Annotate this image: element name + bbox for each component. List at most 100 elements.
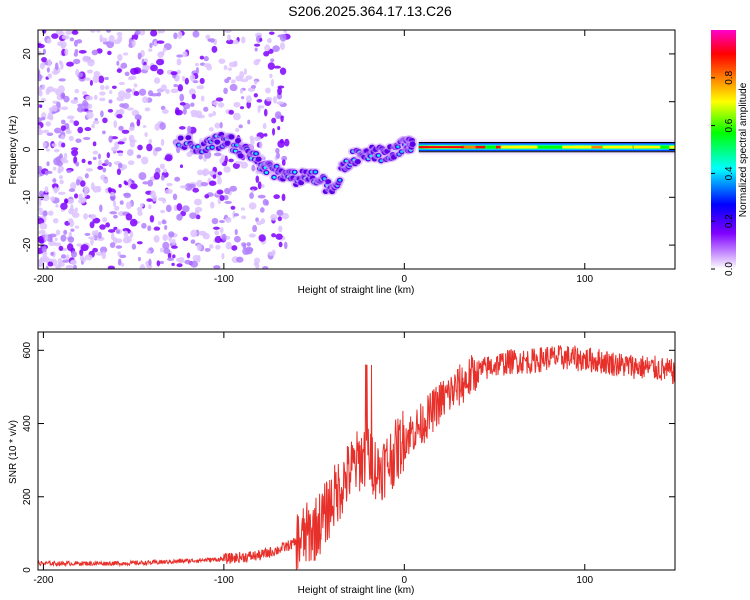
noise-blob <box>58 175 64 180</box>
noise-blob <box>99 224 106 230</box>
noise-blob <box>41 246 47 253</box>
trace-core <box>264 171 269 174</box>
noise-blob <box>45 148 51 152</box>
noise-blob <box>45 88 50 95</box>
noise-blob <box>39 62 45 70</box>
noise-blob <box>78 193 83 201</box>
noise-blob <box>66 61 74 67</box>
noise-blob <box>177 31 183 39</box>
noise-blob <box>176 54 184 58</box>
noise-blob <box>99 84 105 91</box>
noise-blob <box>196 85 205 90</box>
trace-core <box>376 154 381 157</box>
noise-blob <box>160 84 167 92</box>
noise-blob <box>70 204 74 212</box>
noise-blob <box>106 152 111 159</box>
noise-blob <box>176 203 183 211</box>
noise-blob <box>156 260 161 267</box>
noise-blob <box>265 96 273 102</box>
noise-blob <box>261 184 265 188</box>
noise-blob <box>89 30 96 33</box>
spectrogram-y-tick-label: 0 <box>22 146 33 152</box>
noise-blob <box>146 264 153 269</box>
noise-blob <box>233 101 241 108</box>
noise-blob <box>109 242 116 248</box>
noise-blob <box>200 181 209 187</box>
noise-blob <box>97 153 102 160</box>
noise-blob <box>85 168 94 172</box>
noise-blob <box>181 75 186 82</box>
noise-blob <box>50 251 54 256</box>
noise-blob <box>262 198 268 206</box>
noise-blob <box>38 73 42 82</box>
spectrogram-y-tick-label: -10 <box>22 190 33 205</box>
noise-blob <box>242 247 250 256</box>
noise-blob <box>224 30 232 34</box>
trace-blob <box>214 139 221 145</box>
noise-blob <box>77 103 85 108</box>
noise-blob <box>256 99 263 103</box>
noise-blob <box>92 141 97 147</box>
noise-blob <box>179 102 186 106</box>
noise-blob <box>211 217 219 225</box>
noise-blob <box>191 113 198 118</box>
noise-blob <box>67 236 75 243</box>
noise-blob <box>117 54 123 61</box>
noise-blob <box>232 162 240 169</box>
noise-blob <box>182 205 190 213</box>
noise-blob <box>113 226 118 231</box>
noise-blob <box>81 91 87 96</box>
noise-blob <box>175 109 183 116</box>
noise-blob <box>69 119 75 124</box>
noise-blob <box>274 111 282 120</box>
noise-blob <box>275 147 280 154</box>
noise-blob <box>117 152 124 157</box>
noise-blob <box>186 125 192 134</box>
noise-blob <box>83 213 89 220</box>
noise-blob <box>109 211 118 215</box>
noise-blob <box>162 241 170 250</box>
noise-blob <box>38 173 41 178</box>
noise-blob <box>231 245 238 251</box>
noise-blob <box>115 238 123 244</box>
noise-blob <box>113 214 118 219</box>
noise-blob <box>41 57 47 63</box>
noise-blob <box>208 127 214 132</box>
noise-blob <box>188 183 196 189</box>
noise-blob <box>195 66 199 75</box>
noise-blob <box>58 78 66 82</box>
noise-blob <box>167 252 172 260</box>
noise-blob <box>254 257 261 264</box>
noise-blob <box>53 157 61 166</box>
noise-blob <box>160 209 166 214</box>
noise-blob <box>219 226 224 234</box>
noise-blob <box>281 155 288 161</box>
spectrogram-x-label: Height of straight line (km) <box>298 285 415 296</box>
colorbar-label: Normalized spectral amplitude <box>738 82 749 217</box>
noise-blob <box>259 207 265 213</box>
noise-blob <box>213 265 221 269</box>
noise-blob <box>38 117 42 123</box>
noise-blob <box>165 204 172 213</box>
noise-blob <box>197 254 201 263</box>
noise-blob <box>171 238 176 246</box>
noise-blob <box>106 40 115 49</box>
noise-blob <box>233 235 241 243</box>
noise-blob <box>139 264 146 269</box>
noise-blob <box>263 51 270 57</box>
noise-blob <box>128 126 135 132</box>
noise-blob <box>159 247 164 253</box>
noise-blob <box>125 213 133 221</box>
noise-blob <box>127 148 134 156</box>
noise-blob <box>190 239 196 244</box>
noise-blob <box>60 254 67 259</box>
noise-blob <box>193 198 202 206</box>
noise-blob <box>51 33 59 39</box>
noise-blob <box>267 62 275 70</box>
snr-y-label: SNR (10 * v/v) <box>8 420 19 484</box>
noise-blob <box>80 180 86 187</box>
noise-blob <box>176 58 182 66</box>
noise-blob <box>55 204 59 208</box>
noise-blob <box>86 69 93 74</box>
noise-blob <box>110 232 115 241</box>
